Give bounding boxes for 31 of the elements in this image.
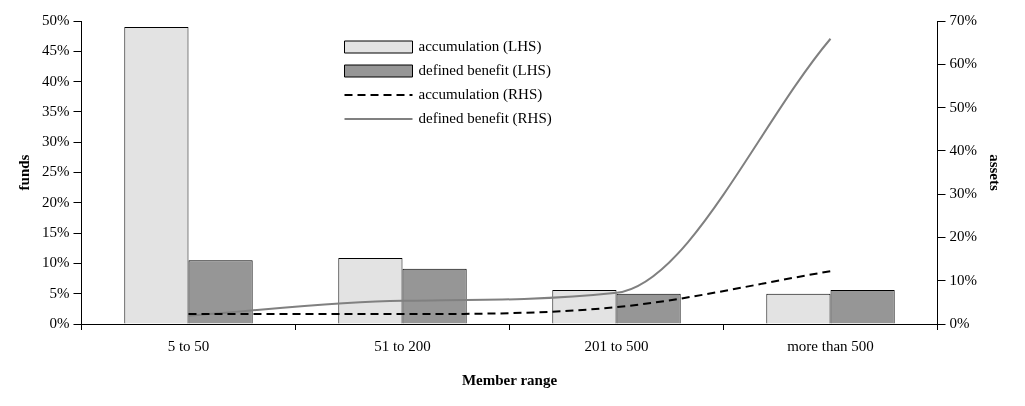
y-tick-label: 30% bbox=[42, 133, 70, 150]
x-tick-label: 51 to 200 bbox=[374, 337, 431, 354]
x-axis-title: Member range bbox=[461, 371, 558, 388]
legend-label: defined benefit (LHS) bbox=[418, 61, 551, 79]
y-tick-label: 5% bbox=[49, 284, 70, 301]
y-tick-label: 0% bbox=[49, 314, 70, 331]
legend-label: defined benefit (RHS) bbox=[418, 109, 552, 127]
y2-tick-label: 70% bbox=[949, 11, 977, 28]
y-tick-label: 15% bbox=[42, 224, 70, 241]
x-tick-label: more than 500 bbox=[787, 337, 874, 354]
y-tick-label: 20% bbox=[42, 193, 70, 210]
y-tick-label: 25% bbox=[42, 163, 70, 180]
y-tick-label: 35% bbox=[42, 102, 70, 119]
y2-tick-label: 10% bbox=[949, 271, 977, 288]
legend-label: accumulation (LHS) bbox=[418, 37, 542, 55]
legend-label: accumulation (RHS) bbox=[418, 85, 543, 103]
x-tick-label: 201 to 500 bbox=[584, 337, 649, 354]
y-axis-title: funds bbox=[15, 154, 32, 191]
x-tick-label: 5 to 50 bbox=[167, 337, 210, 354]
y2-tick-label: 40% bbox=[949, 141, 977, 158]
line-series bbox=[187, 37, 832, 317]
y-tick-label: 45% bbox=[42, 42, 70, 59]
y-tick-label: 40% bbox=[42, 72, 70, 89]
y-tick-label: 50% bbox=[42, 11, 70, 28]
y2-tick-label: 20% bbox=[949, 228, 977, 245]
y2-tick-label: 60% bbox=[949, 55, 977, 72]
y-tick-label: 10% bbox=[42, 254, 70, 271]
y2-axis-title: assets bbox=[987, 154, 1004, 191]
y2-tick-label: 50% bbox=[949, 98, 977, 115]
y2-tick-label: 30% bbox=[949, 185, 977, 202]
y2-tick-label: 0% bbox=[949, 314, 970, 331]
